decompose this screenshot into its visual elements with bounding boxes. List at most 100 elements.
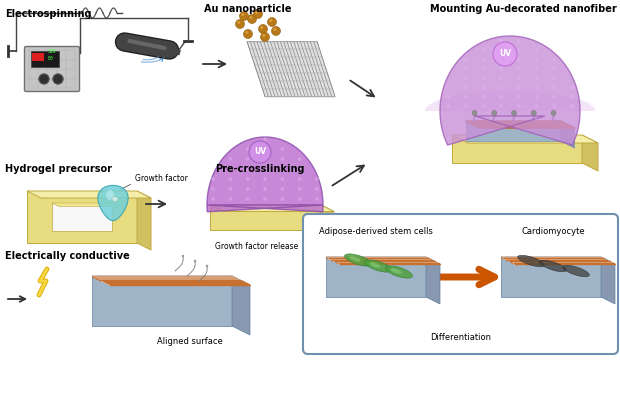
Polygon shape	[560, 121, 575, 148]
Circle shape	[246, 157, 249, 161]
Circle shape	[236, 20, 244, 29]
Polygon shape	[232, 276, 250, 335]
Circle shape	[259, 25, 267, 34]
Circle shape	[255, 11, 259, 14]
Polygon shape	[320, 204, 334, 236]
Circle shape	[517, 85, 521, 90]
Circle shape	[280, 197, 284, 201]
Circle shape	[481, 95, 485, 99]
Polygon shape	[98, 185, 128, 220]
Polygon shape	[501, 257, 615, 264]
Circle shape	[552, 58, 556, 62]
Bar	[31, 51, 59, 67]
Circle shape	[264, 147, 267, 151]
Ellipse shape	[390, 268, 402, 274]
Circle shape	[517, 76, 521, 80]
Circle shape	[229, 187, 232, 191]
Circle shape	[280, 147, 284, 151]
Circle shape	[517, 104, 521, 108]
Circle shape	[552, 104, 556, 108]
Circle shape	[246, 147, 249, 151]
Polygon shape	[326, 257, 440, 264]
Circle shape	[229, 197, 232, 201]
Text: UV: UV	[499, 49, 511, 58]
Polygon shape	[207, 137, 323, 212]
Circle shape	[534, 67, 539, 71]
Polygon shape	[137, 191, 151, 250]
Circle shape	[534, 95, 539, 99]
Circle shape	[517, 67, 521, 71]
Circle shape	[481, 76, 485, 80]
Circle shape	[481, 67, 485, 71]
Polygon shape	[27, 191, 151, 198]
Polygon shape	[582, 135, 598, 171]
Ellipse shape	[370, 262, 381, 267]
Circle shape	[552, 85, 556, 90]
Circle shape	[298, 187, 301, 191]
Circle shape	[273, 28, 277, 31]
Circle shape	[534, 85, 539, 90]
Polygon shape	[466, 121, 575, 128]
Circle shape	[315, 187, 319, 191]
Circle shape	[552, 95, 556, 99]
Circle shape	[499, 39, 503, 43]
Polygon shape	[426, 257, 440, 304]
Circle shape	[262, 34, 265, 37]
Circle shape	[315, 197, 319, 201]
Text: Growth factor: Growth factor	[135, 174, 188, 183]
Text: Pre-crosslinking: Pre-crosslinking	[215, 164, 304, 174]
Circle shape	[280, 177, 284, 181]
Circle shape	[246, 167, 249, 171]
Text: Differentiation: Differentiation	[430, 333, 491, 342]
Circle shape	[298, 177, 301, 181]
Polygon shape	[601, 257, 615, 304]
Circle shape	[570, 95, 574, 99]
Text: Au nanoparticle: Au nanoparticle	[204, 4, 292, 14]
Circle shape	[229, 157, 232, 161]
Circle shape	[499, 76, 503, 80]
Circle shape	[499, 95, 503, 99]
Circle shape	[269, 19, 272, 22]
Circle shape	[517, 48, 521, 52]
Ellipse shape	[539, 260, 567, 272]
Circle shape	[264, 177, 267, 181]
Circle shape	[211, 197, 215, 201]
Circle shape	[244, 29, 252, 38]
Circle shape	[446, 95, 450, 99]
Circle shape	[534, 48, 539, 52]
Circle shape	[315, 177, 319, 181]
Circle shape	[446, 85, 450, 90]
Circle shape	[472, 110, 477, 115]
Circle shape	[237, 21, 241, 24]
Circle shape	[264, 137, 267, 141]
Circle shape	[446, 104, 450, 108]
Circle shape	[260, 32, 270, 41]
Circle shape	[246, 31, 248, 34]
Circle shape	[280, 167, 284, 171]
Circle shape	[517, 58, 521, 62]
Polygon shape	[92, 276, 232, 326]
Polygon shape	[501, 257, 601, 297]
Circle shape	[552, 76, 556, 80]
Bar	[32, 53, 44, 61]
Circle shape	[464, 58, 467, 62]
Text: Aligned surface: Aligned surface	[157, 337, 223, 346]
Polygon shape	[452, 135, 582, 163]
Polygon shape	[52, 203, 112, 231]
Ellipse shape	[365, 260, 391, 272]
Circle shape	[481, 48, 485, 52]
Circle shape	[298, 167, 301, 171]
Circle shape	[570, 104, 574, 108]
Circle shape	[481, 104, 485, 108]
Circle shape	[481, 85, 485, 90]
Polygon shape	[425, 91, 595, 111]
Circle shape	[298, 157, 301, 161]
Circle shape	[239, 11, 249, 20]
Circle shape	[247, 14, 257, 23]
Circle shape	[298, 197, 301, 201]
Circle shape	[499, 67, 503, 71]
Polygon shape	[210, 204, 334, 211]
Circle shape	[241, 13, 244, 16]
Ellipse shape	[106, 190, 114, 200]
Circle shape	[464, 76, 467, 80]
